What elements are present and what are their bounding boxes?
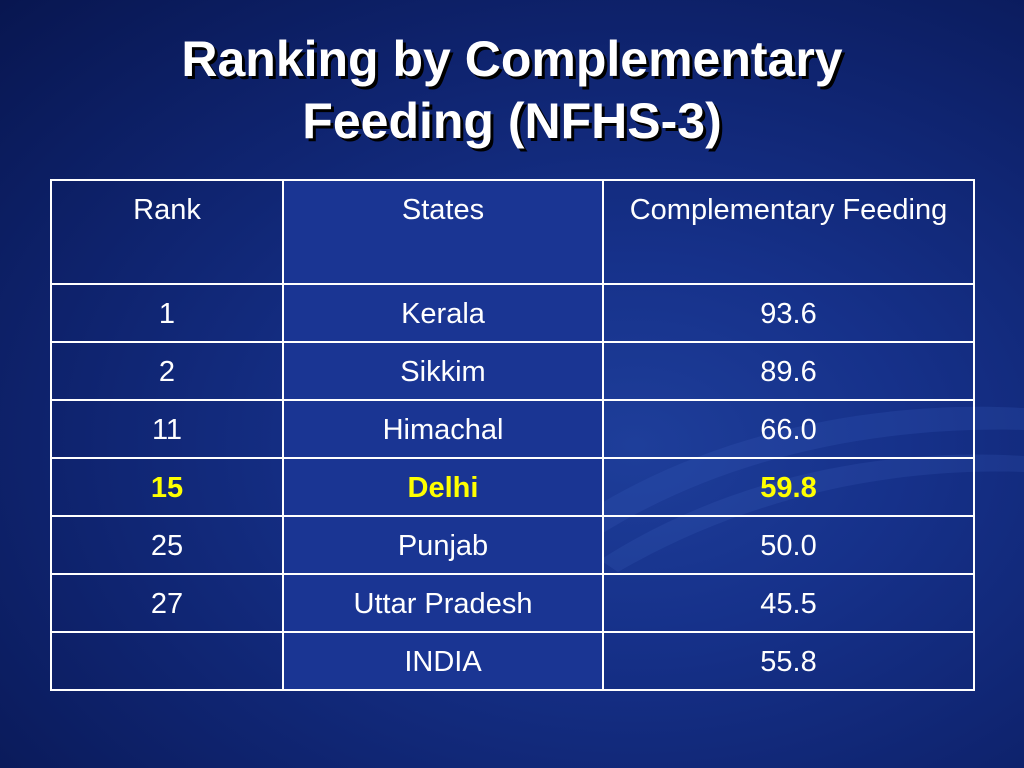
cell-value: 59.8 bbox=[602, 457, 975, 517]
cell-state: Punjab bbox=[282, 515, 604, 575]
header-states: States bbox=[282, 179, 604, 285]
ranking-table: Rank States Complementary Feeding 1 Kera… bbox=[50, 179, 975, 691]
title-line-1: Ranking by Complementary bbox=[181, 31, 843, 87]
cell-rank: 1 bbox=[50, 283, 284, 343]
table-row: 11 Himachal 66.0 bbox=[50, 399, 975, 459]
cell-value: 45.5 bbox=[602, 573, 975, 633]
cell-state: INDIA bbox=[282, 631, 604, 691]
cell-value: 66.0 bbox=[602, 399, 975, 459]
table-row: 27 Uttar Pradesh 45.5 bbox=[50, 573, 975, 633]
cell-value: 89.6 bbox=[602, 341, 975, 401]
cell-state: Sikkim bbox=[282, 341, 604, 401]
cell-value: 55.8 bbox=[602, 631, 975, 691]
slide-title: Ranking by Complementary Feeding (NFHS-3… bbox=[0, 28, 1024, 152]
header-rank: Rank bbox=[50, 179, 284, 285]
cell-rank: 11 bbox=[50, 399, 284, 459]
cell-value: 93.6 bbox=[602, 283, 975, 343]
cell-rank: 25 bbox=[50, 515, 284, 575]
table-row: 2 Sikkim 89.6 bbox=[50, 341, 975, 401]
cell-rank: 27 bbox=[50, 573, 284, 633]
table-row: 1 Kerala 93.6 bbox=[50, 283, 975, 343]
table-header-row: Rank States Complementary Feeding bbox=[50, 179, 975, 285]
table-row: 25 Punjab 50.0 bbox=[50, 515, 975, 575]
title-line-2: Feeding (NFHS-3) bbox=[302, 93, 722, 149]
cell-rank: 2 bbox=[50, 341, 284, 401]
cell-rank bbox=[50, 631, 284, 691]
cell-value: 50.0 bbox=[602, 515, 975, 575]
table-row: INDIA 55.8 bbox=[50, 631, 975, 691]
cell-state: Himachal bbox=[282, 399, 604, 459]
cell-state: Uttar Pradesh bbox=[282, 573, 604, 633]
cell-state: Delhi bbox=[282, 457, 604, 517]
header-complementary-feeding: Complementary Feeding bbox=[602, 179, 975, 285]
table-row-highlighted: 15 Delhi 59.8 bbox=[50, 457, 975, 517]
cell-rank: 15 bbox=[50, 457, 284, 517]
cell-state: Kerala bbox=[282, 283, 604, 343]
